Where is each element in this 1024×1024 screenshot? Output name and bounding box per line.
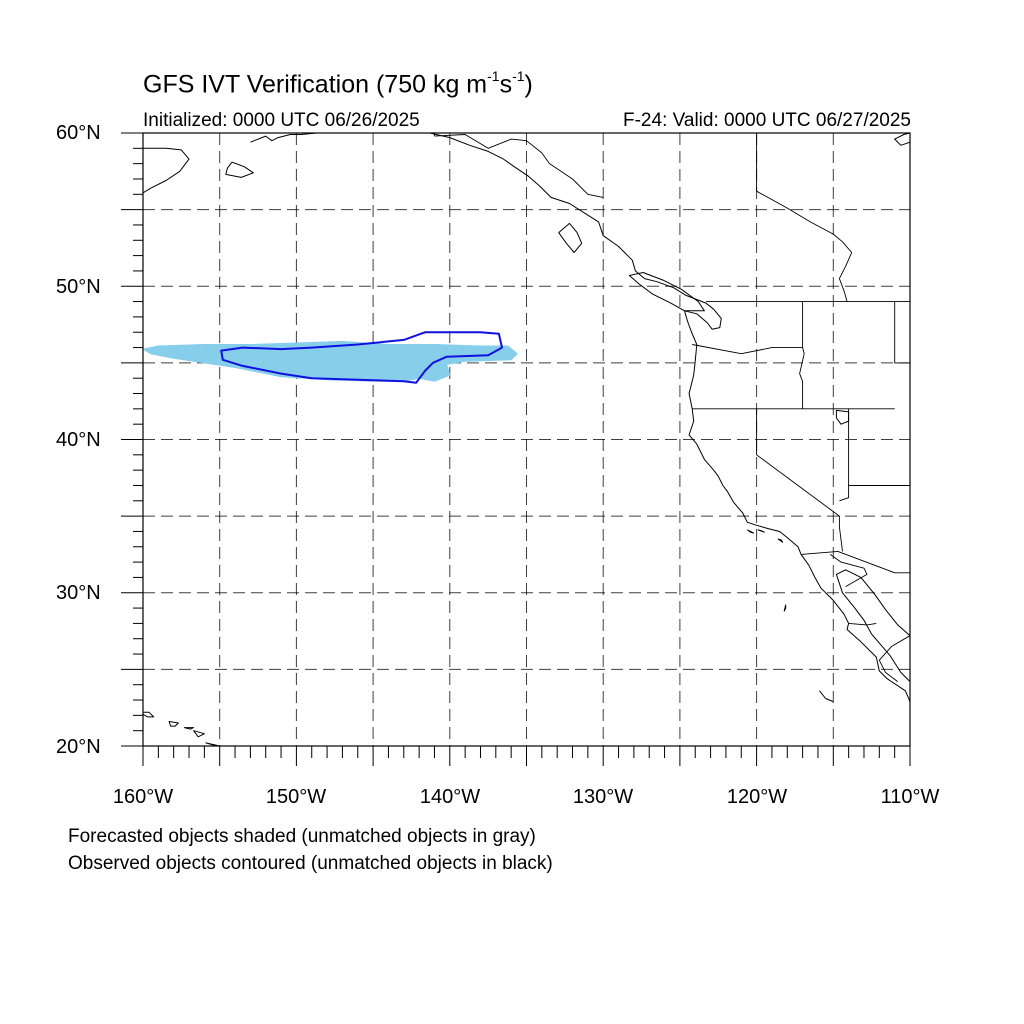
lon-label-150w: 150°W bbox=[265, 786, 327, 808]
lon-label-130w: 130°W bbox=[572, 786, 634, 808]
political-boundary bbox=[434, 134, 604, 198]
axis-ticks bbox=[121, 132, 911, 766]
political-boundary bbox=[829, 554, 868, 587]
lon-label-120w: 120°W bbox=[726, 786, 788, 808]
initialized-time: Initialized: 0000 UTC 06/26/2025 bbox=[143, 110, 420, 131]
lat-label-60n: 60°N bbox=[56, 122, 101, 144]
title-superscript-2: -1 bbox=[512, 68, 525, 84]
island-outline bbox=[757, 529, 765, 533]
island-outline bbox=[143, 711, 155, 718]
title-main: GFS IVT Verification (750 kg m bbox=[143, 70, 488, 99]
coastline bbox=[835, 569, 910, 682]
observed-objects-layer bbox=[220, 331, 503, 384]
island-outline bbox=[168, 721, 179, 727]
coastline bbox=[250, 133, 317, 143]
political-boundary bbox=[801, 550, 910, 574]
title-mid: s bbox=[499, 70, 513, 99]
political-boundary bbox=[756, 133, 843, 243]
lon-label-160w: 160°W bbox=[112, 786, 174, 808]
observed-object-contour bbox=[220, 331, 503, 384]
island-outline bbox=[628, 272, 705, 312]
island-outline bbox=[777, 538, 784, 543]
lat-label-30n: 30°N bbox=[56, 582, 101, 604]
forecast-object bbox=[143, 340, 518, 382]
title-end: ) bbox=[524, 70, 533, 99]
political-boundary bbox=[799, 301, 805, 409]
political-boundary bbox=[878, 635, 910, 682]
island-outline bbox=[205, 742, 221, 746]
lat-label-40n: 40°N bbox=[56, 429, 101, 451]
lat-lon-grid bbox=[143, 133, 910, 746]
lon-label-140w: 140°W bbox=[419, 786, 481, 808]
coastlines-and-borders bbox=[143, 133, 910, 746]
forecast-objects-layer bbox=[143, 340, 518, 382]
island-outline bbox=[558, 222, 583, 253]
political-boundary bbox=[838, 241, 853, 302]
political-boundary bbox=[756, 408, 843, 552]
coastline bbox=[143, 147, 190, 194]
political-boundary bbox=[848, 622, 877, 626]
coastline bbox=[373, 133, 910, 702]
coastline bbox=[819, 690, 834, 703]
island-outline bbox=[183, 727, 195, 730]
lat-label-20n: 20°N bbox=[56, 736, 101, 758]
coastline bbox=[894, 133, 910, 146]
map-title: GFS IVT Verification (750 kg m-1s-1) bbox=[143, 68, 533, 99]
observed-objects-note: Observed objects contoured (unmatched ob… bbox=[68, 853, 553, 874]
island-outline bbox=[835, 409, 850, 425]
lat-label-50n: 50°N bbox=[56, 276, 101, 298]
island-outline bbox=[193, 730, 205, 738]
political-boundary bbox=[692, 344, 803, 355]
valid-time: F-24: Valid: 0000 UTC 06/27/2025 bbox=[623, 110, 911, 131]
island-outline bbox=[783, 604, 787, 612]
political-boundary bbox=[894, 301, 910, 364]
coastline bbox=[225, 161, 254, 178]
lon-label-110w: 110°W bbox=[880, 786, 940, 808]
forecast-objects-note: Forecasted objects shaded (unmatched obj… bbox=[68, 826, 536, 847]
political-boundary bbox=[839, 408, 850, 502]
title-superscript-1: -1 bbox=[487, 68, 500, 84]
island-outline bbox=[746, 529, 754, 534]
